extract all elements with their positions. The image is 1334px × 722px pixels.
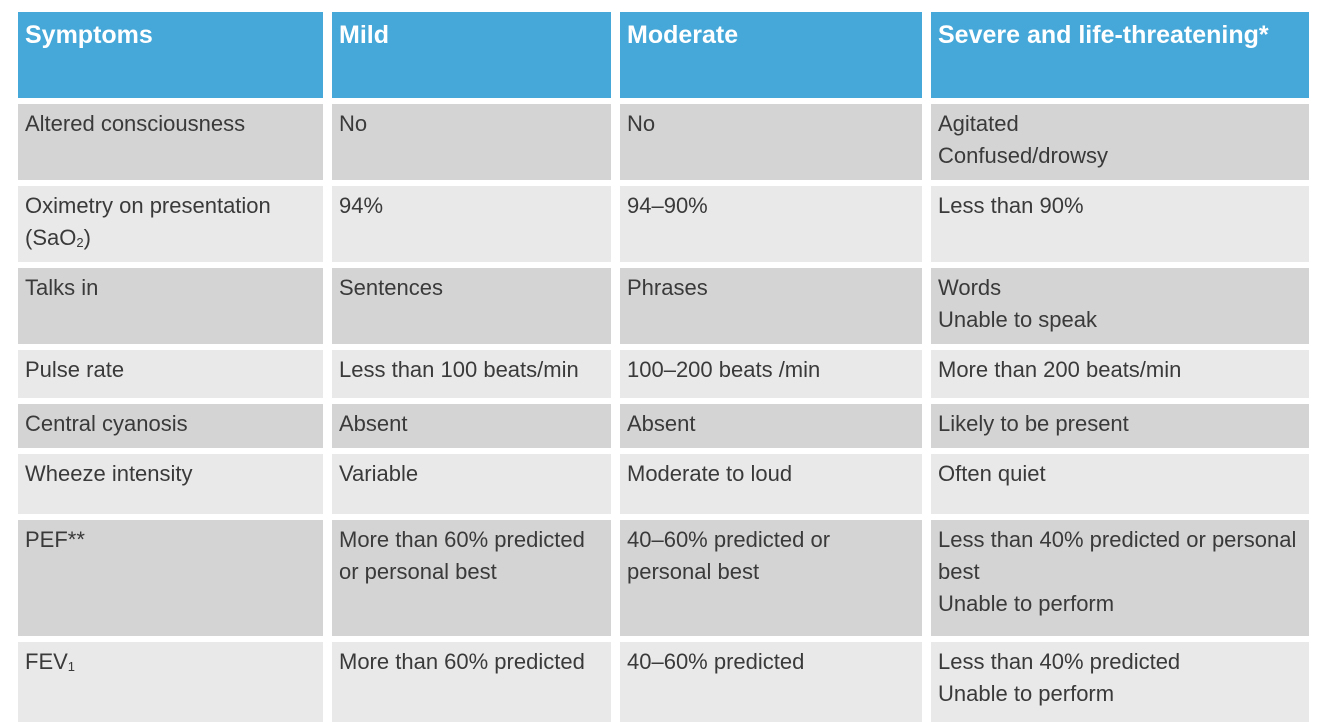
severe-line: Less than 40% predicted (938, 649, 1181, 674)
cell-mild-pef: More than 60% predicted or personal best (332, 520, 611, 636)
cell-moderate-wheeze-intensity: Moderate to loud (620, 454, 922, 514)
severe-line: Confused/drowsy (938, 143, 1108, 168)
symptom-line: Oximetry on presentation (25, 193, 271, 218)
sao2-subscript: 2 (76, 235, 84, 250)
severe-line: Likely to be present (938, 411, 1129, 436)
cell-symptom-talks-in: Talks in (18, 268, 323, 344)
cell-moderate-talks-in: Phrases (620, 268, 922, 344)
header-severe: Severe and life-threatening* (931, 12, 1309, 98)
severe-line: Less than 40% predicted or personal best (938, 527, 1297, 584)
cell-moderate-altered-consciousness: No (620, 104, 922, 180)
cell-severe-wheeze-intensity: Often quiet (931, 454, 1309, 514)
cell-moderate-pef: 40–60% predicted or personal best (620, 520, 922, 636)
severe-line: Often quiet (938, 461, 1046, 486)
cell-severe-fev1: Less than 40% predicted Unable to perfor… (931, 642, 1309, 722)
cell-symptom-wheeze-intensity: Wheeze intensity (18, 454, 323, 514)
cell-symptom-oximetry: Oximetry on presentation (SaO2) (18, 186, 323, 262)
header-mild: Mild (332, 12, 611, 98)
cell-severe-pulse-rate: More than 200 beats/min (931, 350, 1309, 398)
severe-line: Less than 90% (938, 193, 1084, 218)
cell-severe-pef: Less than 40% predicted or personal best… (931, 520, 1309, 636)
cell-symptom-central-cyanosis: Central cyanosis (18, 404, 323, 448)
asthma-severity-table: Symptoms Mild Moderate Severe and life-t… (18, 12, 1310, 722)
severe-line: Words (938, 275, 1002, 300)
cell-moderate-fev1: 40–60% predicted (620, 642, 922, 722)
header-symptoms: Symptoms (18, 12, 323, 98)
severe-line: Unable to perform (938, 591, 1115, 616)
fev-subscript: 1 (67, 659, 76, 674)
cell-mild-fev1: More than 60% predicted (332, 642, 611, 722)
cell-moderate-pulse-rate: 100–200 beats /min (620, 350, 922, 398)
severe-line: Agitated (938, 111, 1019, 136)
cell-symptom-pef: PEF** (18, 520, 323, 636)
cell-mild-altered-consciousness: No (332, 104, 611, 180)
cell-severe-oximetry: Less than 90% (931, 186, 1309, 262)
cell-severe-talks-in: Words Unable to speak (931, 268, 1309, 344)
severe-line: Unable to perform (938, 681, 1115, 706)
cell-moderate-oximetry: 94–90% (620, 186, 922, 262)
cell-mild-oximetry: 94% (332, 186, 611, 262)
cell-moderate-central-cyanosis: Absent (620, 404, 922, 448)
cell-mild-talks-in: Sentences (332, 268, 611, 344)
sao2-suffix: ) (83, 225, 91, 250)
cell-mild-central-cyanosis: Absent (332, 404, 611, 448)
cell-symptom-fev1: FEV1 (18, 642, 323, 722)
severe-line: Unable to speak (938, 307, 1097, 332)
cell-symptom-pulse-rate: Pulse rate (18, 350, 323, 398)
cell-mild-pulse-rate: Less than 100 beats/min (332, 350, 611, 398)
header-moderate: Moderate (620, 12, 922, 98)
symptom-line: (SaO2) (25, 222, 316, 259)
cell-mild-wheeze-intensity: Variable (332, 454, 611, 514)
cell-symptom-altered-consciousness: Altered consciousness (18, 104, 323, 180)
cell-severe-altered-consciousness: Agitated Confused/drowsy (931, 104, 1309, 180)
cell-severe-central-cyanosis: Likely to be present (931, 404, 1309, 448)
fev-prefix: FEV (25, 649, 68, 674)
severe-line: More than 200 beats/min (938, 357, 1182, 382)
sao2-prefix: (SaO (25, 225, 77, 250)
